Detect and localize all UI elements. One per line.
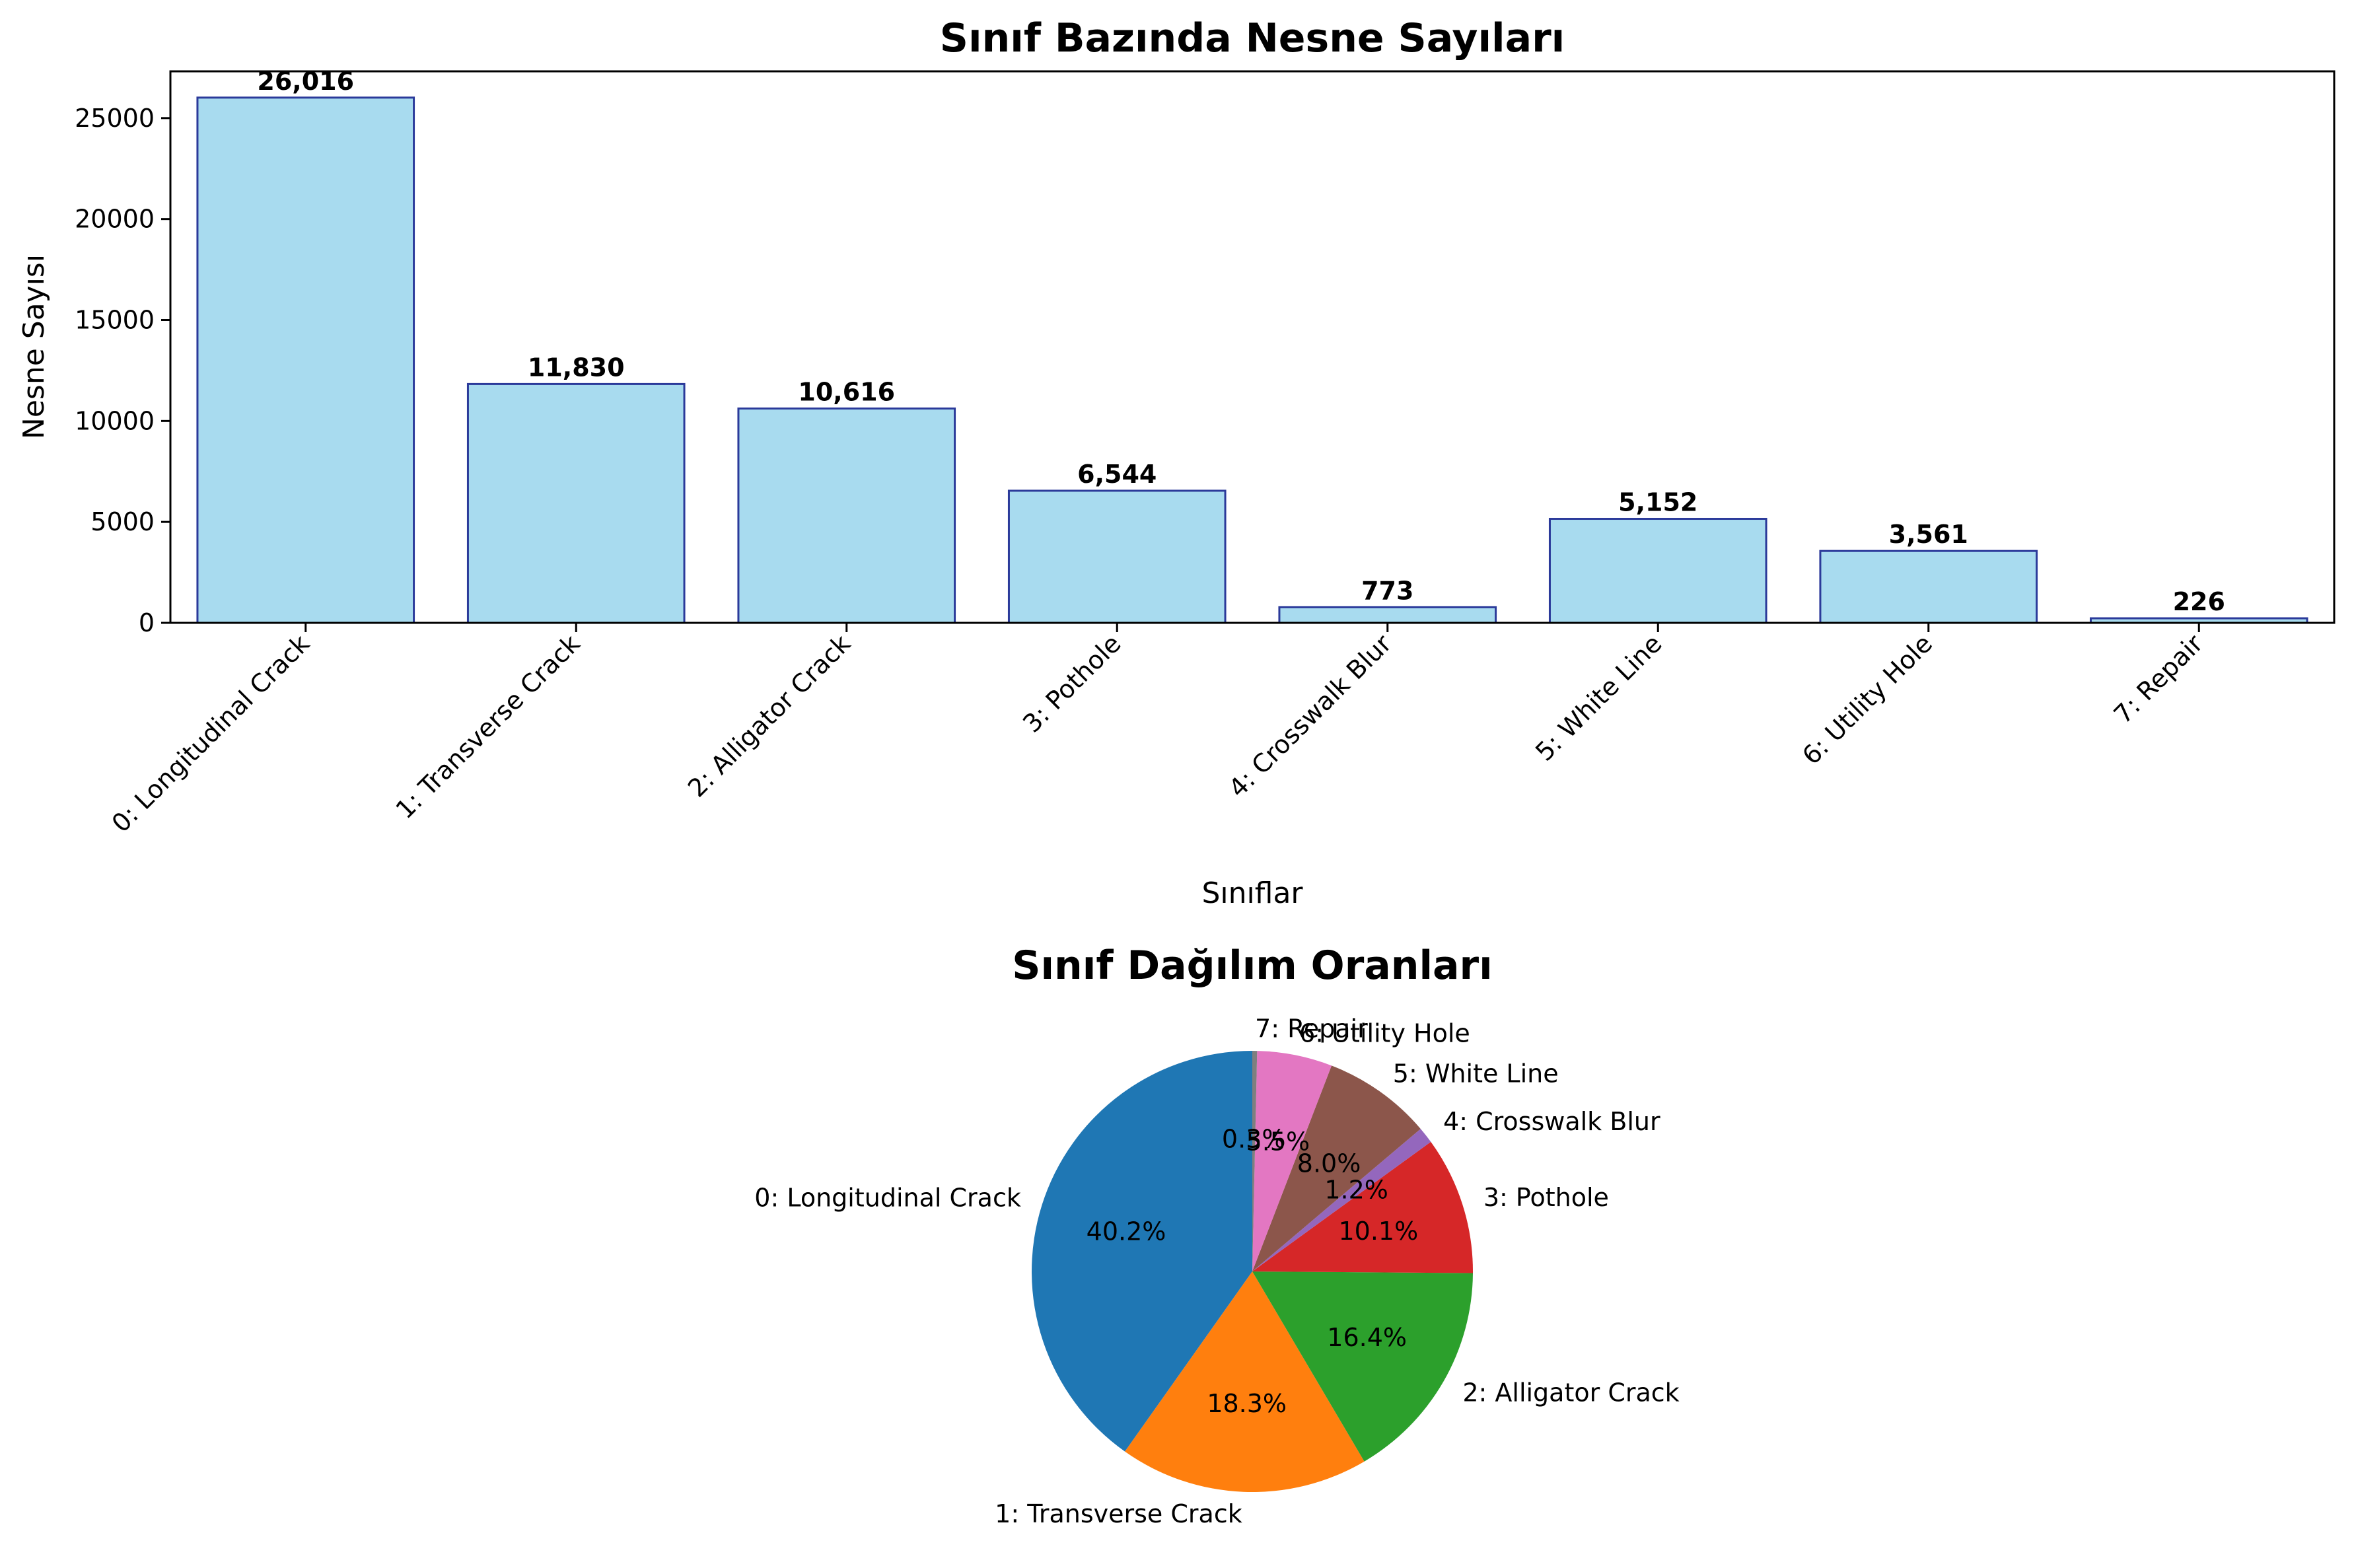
bar-value-label: 5,152 — [1618, 488, 1697, 517]
pie-slice-label: 6: Utility Hole — [1299, 1019, 1470, 1048]
bar-value-label: 11,830 — [528, 353, 625, 382]
pie-slice-label: 4: Crosswalk Blur — [1443, 1107, 1660, 1136]
y-tick-label: 0 — [139, 608, 155, 637]
pie-percent-label: 5.5% — [1246, 1127, 1310, 1156]
x-axis-label: Sınıflar — [1201, 876, 1303, 910]
pie-slice — [1125, 1271, 1365, 1492]
pie-slice — [1252, 1141, 1473, 1273]
bar — [1278, 606, 1497, 624]
bar-value-label: 773 — [1361, 576, 1413, 605]
bar — [196, 96, 415, 624]
pie-slice-label: 1: Transverse Crack — [995, 1499, 1242, 1528]
pie-percent-label: 1.2% — [1324, 1175, 1388, 1204]
pie-percent-label: 16.4% — [1327, 1323, 1407, 1352]
pie-slice — [1252, 1271, 1473, 1462]
pie-plot-area: 0: Longitudinal Crack 1: Transverse Crack… — [754, 1015, 1679, 1528]
bar-value-label: 3,561 — [1889, 520, 1968, 549]
bar-plot-frame — [169, 70, 2336, 624]
bar — [1548, 518, 1767, 624]
bar-chart-title: Sınıf Bazında Nesne Sayıları — [940, 15, 1565, 61]
pie-slice — [1252, 1129, 1431, 1271]
y-tick-label: 5000 — [90, 507, 155, 536]
bar — [1007, 489, 1227, 624]
pie-slice-label: 2: Alligator Crack — [1462, 1378, 1679, 1407]
y-tick-label: 25000 — [75, 104, 155, 133]
pie-slice-label: 7: Repair — [1255, 1015, 1368, 1044]
pie-chart: Sınıf Dağılım Oranları 0: Longitudinal C… — [754, 943, 1679, 1528]
bar-value-label: 226 — [2173, 587, 2225, 616]
y-tick-label: 10000 — [75, 406, 155, 435]
bar-value-label: 10,616 — [798, 378, 895, 407]
bar — [737, 408, 956, 624]
pie-percent-label: 40.2% — [1087, 1217, 1166, 1246]
pie-slice — [1252, 1051, 1332, 1271]
pie-slice-label: 3: Pothole — [1483, 1183, 1609, 1212]
pie-slice-label: 5: White Line — [1393, 1059, 1559, 1088]
y-tick-label: 15000 — [75, 305, 155, 334]
pie-percent-label: 8.0% — [1297, 1149, 1361, 1178]
bar — [1819, 550, 2038, 624]
bar-value-label: 6,544 — [1077, 460, 1157, 489]
bar — [466, 382, 686, 624]
pie-slice — [1031, 1051, 1252, 1452]
y-axis-label: Nesne Sayısı — [17, 254, 51, 439]
pie-slice — [1252, 1051, 1258, 1271]
pie-percent-label: 10.1% — [1338, 1217, 1418, 1246]
pie-chart-title: Sınıf Dağılım Oranları — [1012, 943, 1492, 989]
pie-percent-label: 18.3% — [1207, 1389, 1287, 1418]
pie-percent-label: 0.3% — [1222, 1125, 1286, 1154]
pie-slice — [1252, 1065, 1421, 1271]
pie-slice-label: 0: Longitudinal Crack — [754, 1184, 1021, 1213]
y-tick-label: 20000 — [75, 205, 155, 234]
